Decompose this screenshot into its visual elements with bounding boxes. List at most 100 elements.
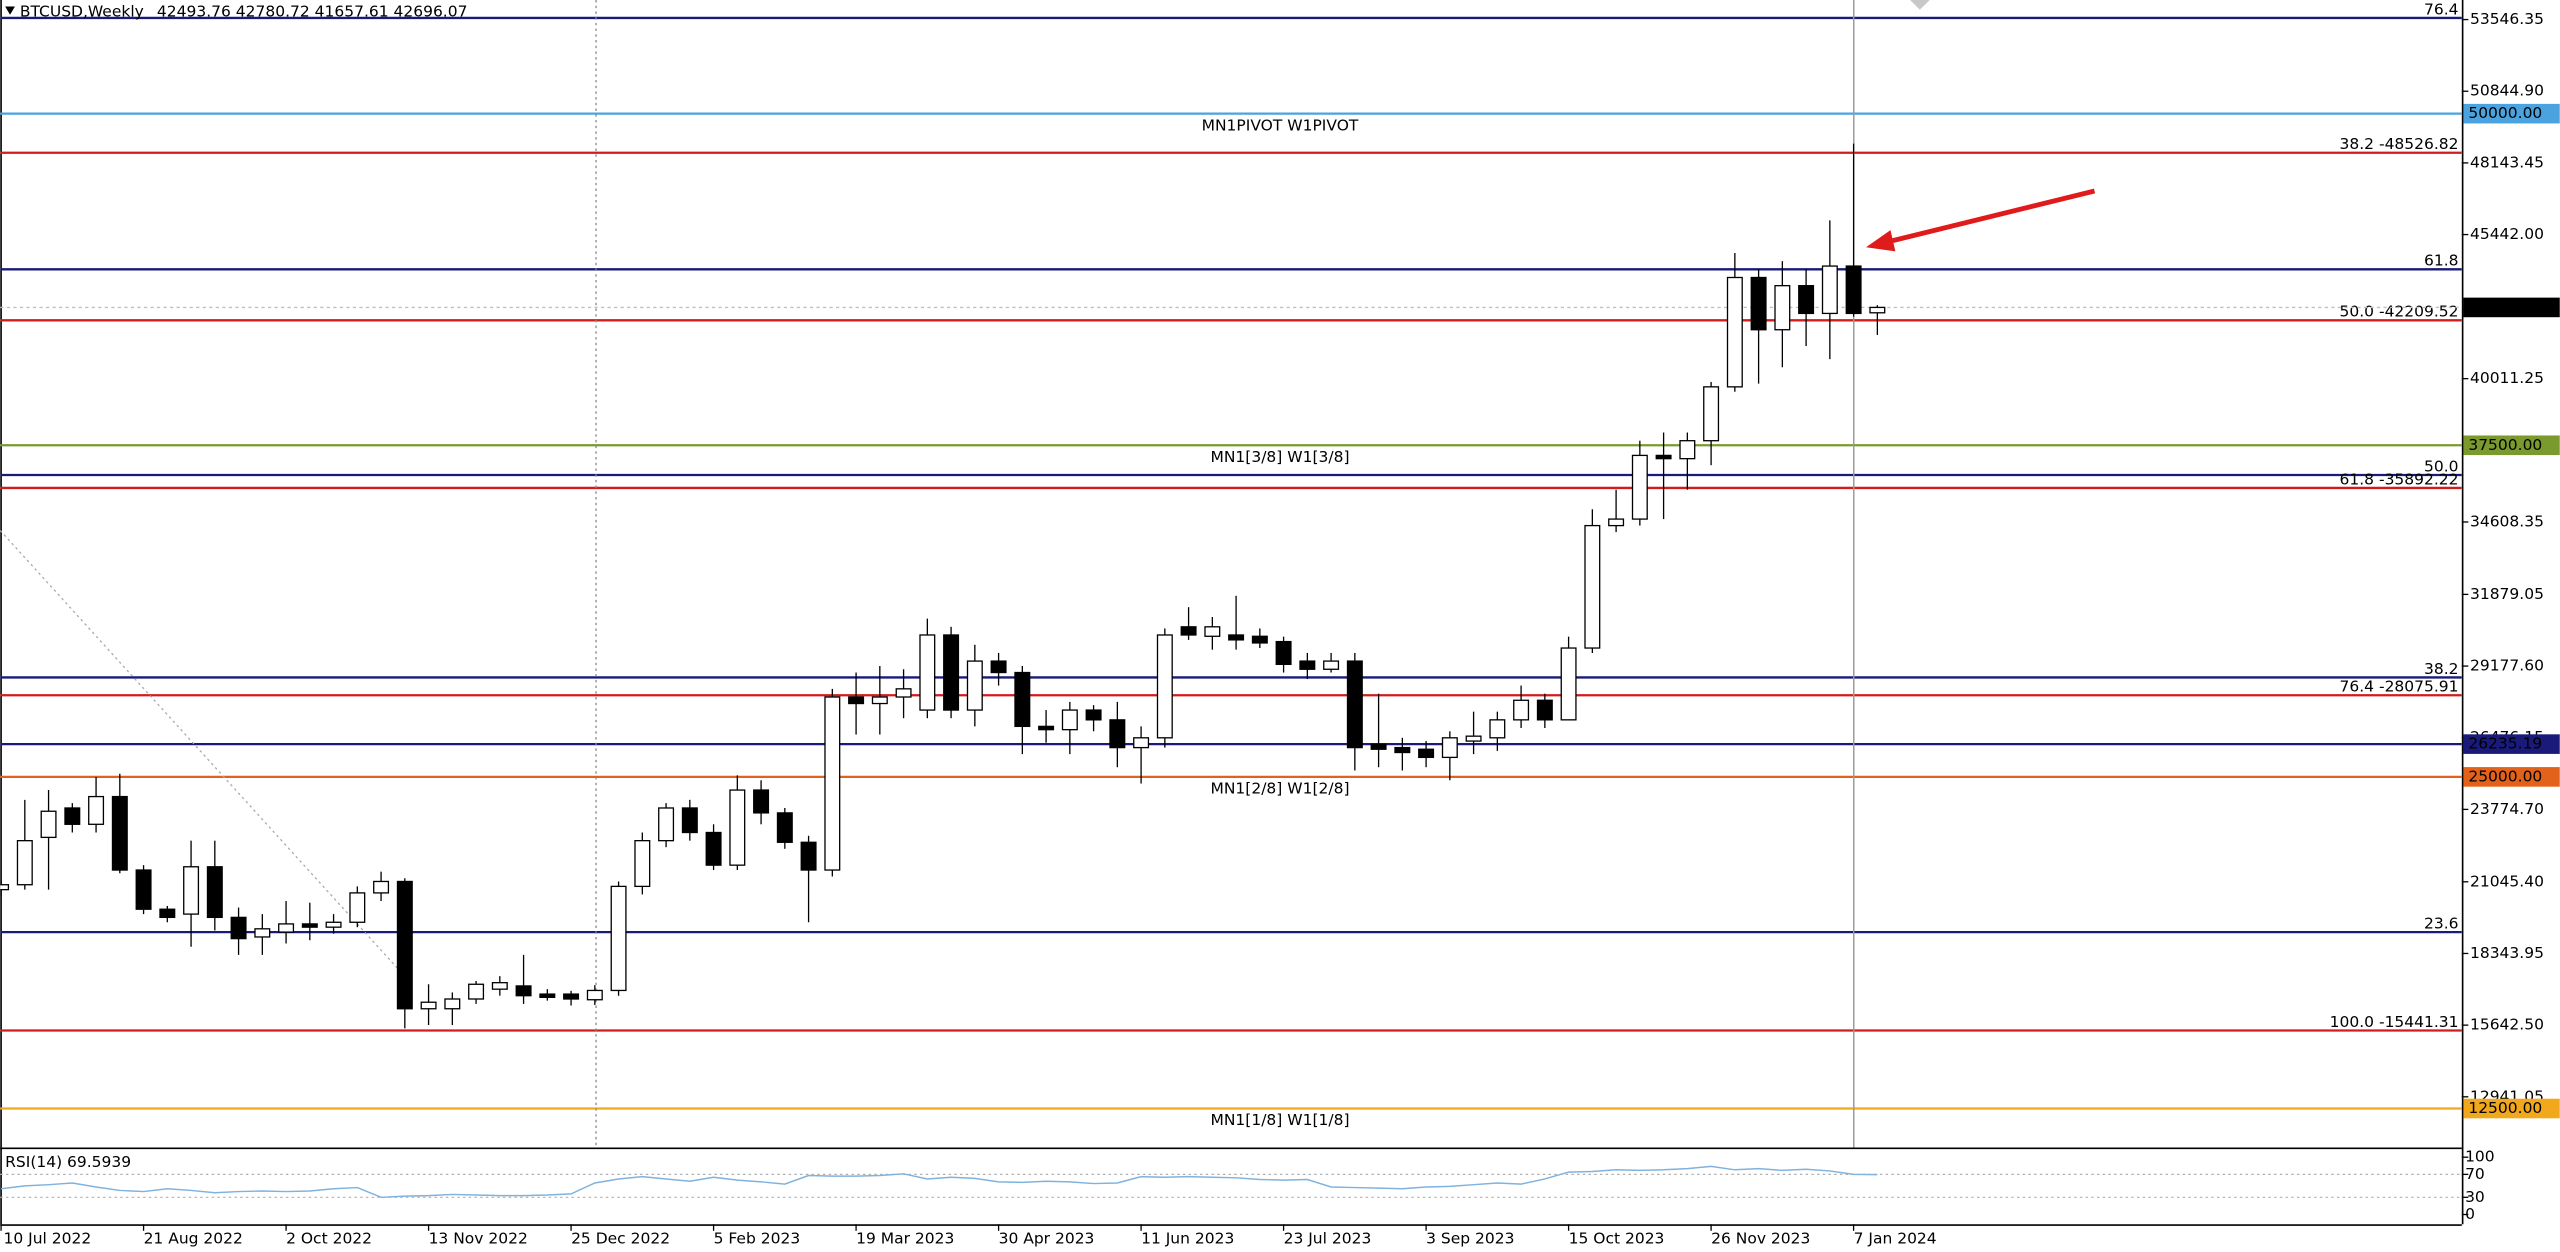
level-label: 50.0 -42209.52 <box>2340 303 2459 321</box>
level-label: MN1[3/8] W1[3/8] <box>1210 448 1349 466</box>
candle-body <box>776 812 793 843</box>
level-label: 76.4 <box>2424 0 2459 18</box>
x-tick-label: 10 Jul 2022 <box>4 1229 92 1247</box>
x-tick-label: 19 Mar 2023 <box>856 1229 954 1247</box>
y-tick-label: 21045.40 <box>2470 872 2544 890</box>
candle-body <box>658 807 675 842</box>
open-value: 42493.76 <box>157 2 231 20</box>
candle-body <box>1180 626 1197 636</box>
candle-body <box>325 921 342 928</box>
candle-body <box>349 892 366 923</box>
rsi-name: RSI(14) <box>5 1153 62 1171</box>
candle-body <box>1204 626 1221 637</box>
level-label: 23.6 <box>2424 914 2459 932</box>
x-tick-label: 5 Feb 2023 <box>714 1229 801 1247</box>
x-tick-label: 15 Oct 2023 <box>1569 1229 1665 1247</box>
candle-body <box>1845 265 1862 315</box>
candle-body <box>1109 719 1126 749</box>
rsi-tick-label: 0 <box>2465 1205 2475 1223</box>
candle-body <box>1489 719 1506 739</box>
candle-body <box>943 634 960 711</box>
level-label: MN1PIVOT W1PIVOT <box>1202 116 1359 134</box>
symbol: BTCUSD,Weekly <box>20 2 144 20</box>
x-tick-label: 11 Jun 2023 <box>1141 1229 1234 1247</box>
candle-body <box>681 807 698 834</box>
header: BTCUSD,Weekly 42493.76 42780.72 41657.61 426… <box>5 2 467 1171</box>
level-label: 100.0 -15441.31 <box>2330 1013 2459 1031</box>
candle-body <box>729 789 746 866</box>
candle-body <box>491 982 508 990</box>
candle-body <box>1798 285 1815 315</box>
arrow-head <box>1866 230 1896 252</box>
x-tick-label: 3 Sep 2023 <box>1426 1229 1514 1247</box>
candle-body <box>1085 709 1102 721</box>
candle-body <box>1821 265 1838 315</box>
candle-body <box>301 923 318 928</box>
candle-body <box>848 696 865 705</box>
candle-body <box>1679 440 1696 460</box>
candle-body <box>0 884 10 891</box>
x-tick-label: 30 Apr 2023 <box>999 1229 1095 1247</box>
candle-body <box>206 866 223 919</box>
trend-line <box>0 530 401 972</box>
candle-body <box>1323 660 1340 670</box>
candle-body <box>586 989 603 1001</box>
level-label: 76.4 -28075.91 <box>2340 678 2459 696</box>
candle-body <box>1346 660 1363 749</box>
candle-body <box>1869 306 1886 314</box>
candle-body <box>919 634 936 711</box>
y-tick-label: 48143.45 <box>2470 153 2544 171</box>
candle-body <box>824 696 841 871</box>
level-label: 38.2 -48526.82 <box>2340 135 2459 153</box>
levels-layer: 76.4 MN1PIVOT W1PIVOT 38.2 -48526.82 61.8 50… <box>0 0 2462 1129</box>
level-tag: 37500.00 <box>2468 436 2542 454</box>
candle-body <box>1394 746 1411 754</box>
high-value: 42780.72 <box>236 2 310 20</box>
candle-body <box>254 928 271 938</box>
candle-body <box>396 880 413 1010</box>
candle-body <box>1726 276 1743 388</box>
candle-body <box>1370 743 1387 750</box>
candle-body <box>183 866 200 915</box>
candle-body <box>563 993 580 1000</box>
candle-body <box>966 660 983 711</box>
candle-body <box>16 840 33 886</box>
candle-body <box>753 789 770 814</box>
level-label: 50.0 <box>2424 457 2459 475</box>
candle-body <box>1750 276 1767 331</box>
candle-body <box>1465 735 1482 742</box>
x-tick-label: 23 Jul 2023 <box>1284 1229 1372 1247</box>
candle-body <box>1441 737 1458 759</box>
candle-body <box>1774 285 1791 331</box>
menu-triangle <box>5 6 15 15</box>
candle-body <box>1655 454 1672 460</box>
level-label: MN1[1/8] W1[1/8] <box>1210 1111 1349 1129</box>
x-tick-label: 13 Nov 2022 <box>429 1229 528 1247</box>
y-tick-label: 53546.35 <box>2470 10 2544 28</box>
y-tick-label: 15642.50 <box>2470 1016 2544 1034</box>
x-tick-label: 25 Dec 2022 <box>571 1229 670 1247</box>
x-tick-label: 21 Aug 2022 <box>144 1229 243 1247</box>
candle-body <box>1703 386 1720 442</box>
y-tick-label: 40011.25 <box>2470 369 2544 387</box>
x-tick-label: 7 Jan 2024 <box>1854 1229 1937 1247</box>
rsi-value: 69.5939 <box>67 1153 131 1171</box>
candles-layer <box>0 143 1886 1029</box>
candle-body <box>634 840 651 888</box>
price-axis: 53546.35 50844.90 48143.45 45442.00 40011.25… <box>2461 10 2560 1119</box>
y-tick-label: 50844.90 <box>2470 82 2544 100</box>
level-tag-bg <box>2463 767 2560 787</box>
candle-body <box>373 880 390 894</box>
candle-body <box>1418 748 1435 759</box>
close-value: 42696.07 <box>394 2 468 20</box>
candle-body <box>1038 725 1055 731</box>
candle-body <box>1061 709 1078 731</box>
time-axis: 10 Jul 2022 21 Aug 2022 2 Oct 2022 13 Nov 2… <box>0 1224 1937 1247</box>
candle-body <box>1133 737 1150 749</box>
candle-body <box>1014 671 1031 728</box>
candle-body <box>420 1001 437 1010</box>
candle-body <box>230 916 247 940</box>
